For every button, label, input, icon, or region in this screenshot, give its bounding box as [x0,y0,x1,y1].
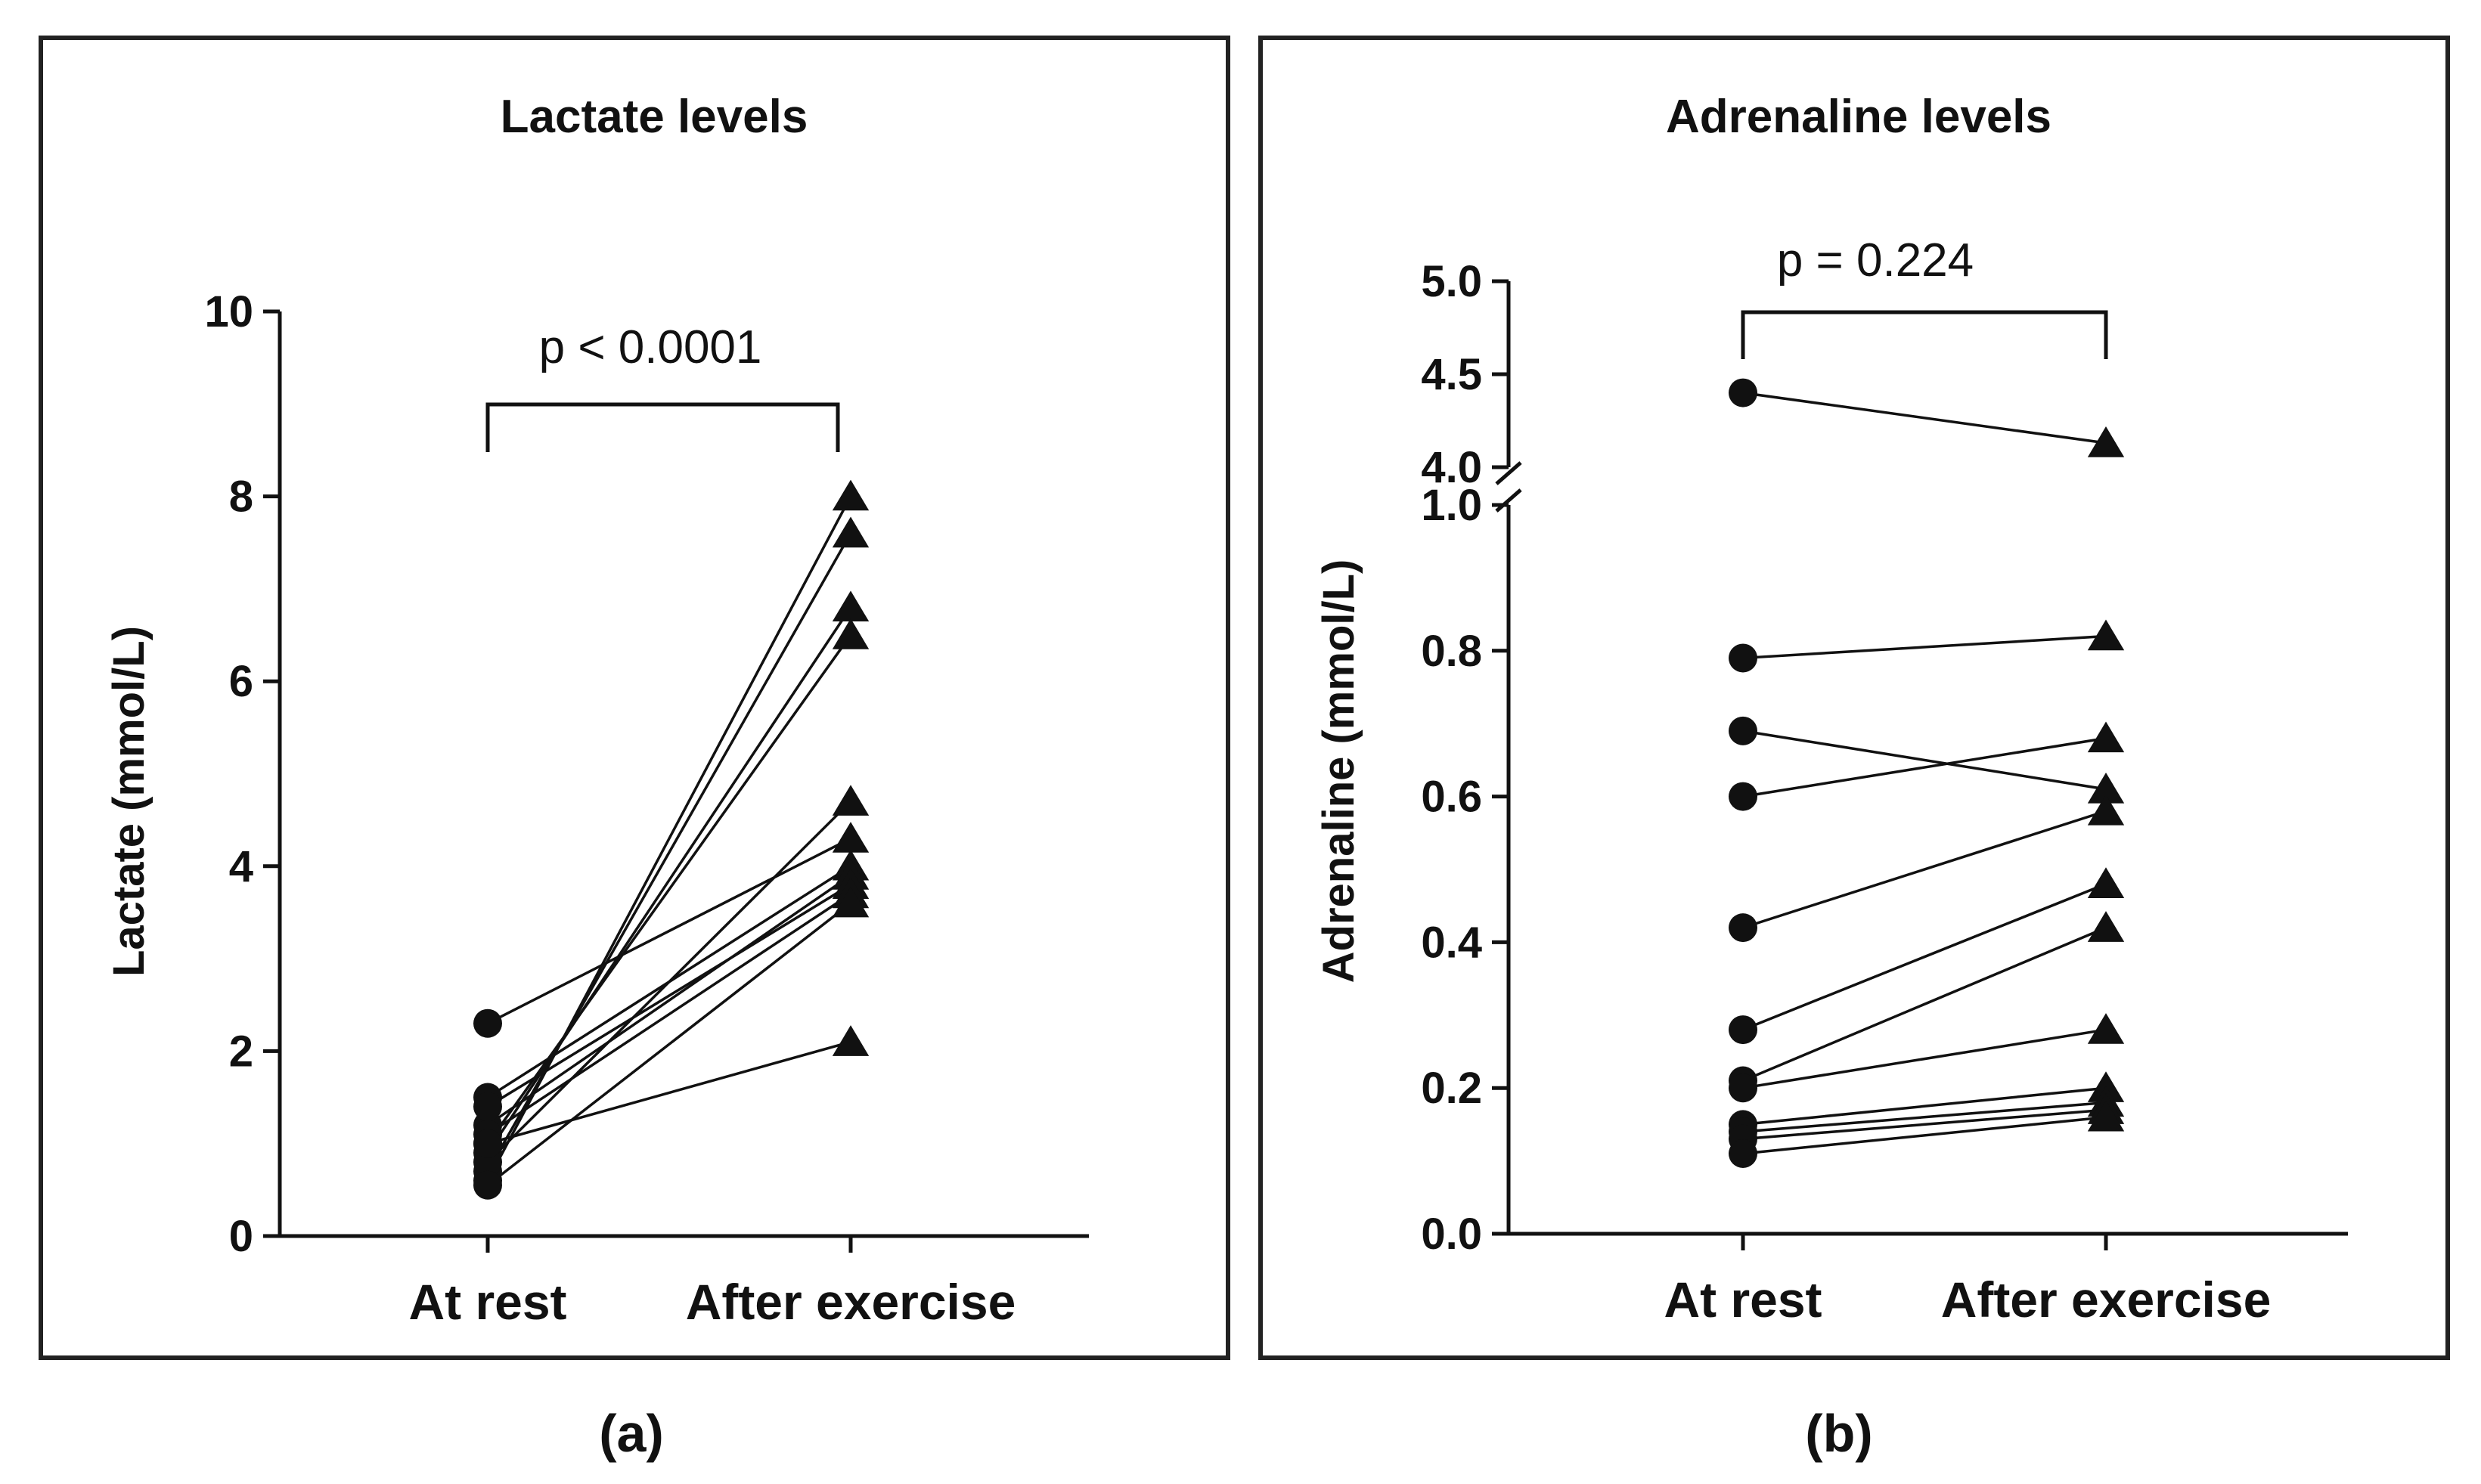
panel-b-x-tick-label: After exercise [1941,1272,2272,1328]
panel-b-point-after-exercise [2087,867,2125,898]
panel-b-y-tick-label: 0.8 [1421,627,1482,676]
panel-a-y-tick-label: 8 [229,472,253,522]
panel-b: Adrenaline levels Adrenaline (mmol/L) 0.… [1258,36,2450,1463]
panel-b-markers [1729,378,2125,1168]
panel-a-frame [39,36,1230,1360]
panel-a-series-line [486,606,852,1154]
panel-a-series-line [487,865,851,1099]
panel-b-y-tick-label: 5.0 [1421,257,1482,306]
panel-b-y-tick-label: 0.0 [1421,1210,1482,1259]
panel-a: Lactate levels Lactate (mmol/L) 0 2 4 6 8 10 A… [39,36,1230,1463]
panel-b-series-line [1742,810,2107,929]
panel-b-series-line [1742,634,2107,660]
panel-a-point-after-exercise [832,590,870,622]
panel-b-series-line [1742,736,2107,798]
panel-a-series-line [487,1040,851,1145]
panel-a-point-at-rest [473,1008,502,1038]
panel-a-point-after-exercise [832,785,870,816]
panel-b-series-line [1742,1108,2107,1141]
panel-b-point-after-exercise [2087,1013,2125,1044]
panel-a-series-line [486,902,852,1187]
panel-b-point-after-exercise [2087,794,2125,826]
panel-a-point-after-exercise [832,479,870,511]
panel-a-series-line [486,634,852,1145]
panel-b-point-at-rest [1729,782,1757,811]
panel-b-frame [1258,36,2450,1360]
panel-a-y-tick-label: 4 [229,842,253,891]
panel-a-point-after-exercise [832,1025,870,1056]
panel-b-y-tick-label: 0.4 [1421,918,1482,967]
panel-b-series-lines [1742,391,2107,1155]
panel-a-series-line [487,883,851,1108]
panel-a-x-tick-label: At rest [408,1274,566,1330]
panel-b-y-tick-label: 0.6 [1421,773,1482,822]
panel-b-series-line [1742,1086,2107,1126]
panel-b-point-at-rest [1729,1139,1757,1168]
panel-a-p-value: p < 0.0001 [539,321,762,373]
panel-a-point-at-rest [473,1170,502,1200]
panel-a-significance-bracket [485,402,840,452]
panel-b-point-at-rest [1729,1073,1757,1103]
panel-b-axis-break-mark [1495,488,1522,513]
panel-b-point-after-exercise [2087,426,2125,457]
panel-a-title: Lactate levels [501,91,808,143]
panel-a-point-after-exercise [832,516,870,548]
panel-b-series-line [1742,926,2107,1083]
panel-a-point-after-exercise [832,822,870,853]
panel-a-y-axis-label: Lactate (mmol/L) [104,626,154,977]
panel-b-caption: (b) [1805,1404,1872,1463]
panel-b-series-line [1742,1116,2107,1155]
panel-b-y-tick-label: 1.0 [1421,481,1482,530]
panel-b-point-at-rest [1729,643,1757,673]
panel-a-point-at-rest [473,1129,502,1158]
panel-b-series-line [1742,391,2107,445]
panel-b-series-line [1742,1028,2107,1089]
panel-b-axes: 0.0 0.2 0.4 0.6 0.8 1.04.0 4.5 5.0 At rest After … [1421,257,2348,1328]
panel-a-series-line [487,837,851,1025]
panel-b-axis-break-mark [1495,461,1522,485]
panel-b-series-line [1742,730,2107,791]
panel-b-title: Adrenaline levels [1666,91,2051,143]
panel-a-series-line [487,893,851,1135]
panel-b-point-at-rest [1729,716,1757,745]
panel-a-y-tick-label: 0 [229,1212,253,1261]
panel-b-point-after-exercise [2087,911,2125,942]
panel-b-significance-bracket [1741,310,2108,359]
panel-a-caption: (a) [599,1404,664,1463]
panel-b-point-at-rest [1729,1015,1757,1045]
panel-a-x-tick-label: After exercise [686,1274,1016,1330]
panel-b-point-after-exercise [2087,619,2125,651]
panel-a-point-after-exercise [832,618,870,649]
panel-b-y-tick-label: 4.0 [1421,443,1482,492]
panel-a-series-lines [486,495,852,1187]
panel-b-point-after-exercise [2087,721,2125,753]
panel-a-y-tick-label: 2 [229,1027,253,1076]
panel-b-p-value: p = 0.224 [1777,234,1974,287]
panel-b-y-tick-label: 4.5 [1421,350,1482,399]
panel-b-y-tick-label: 0.2 [1421,1064,1482,1113]
panel-b-point-at-rest [1729,378,1757,407]
panel-a-series-line [487,874,851,1126]
panel-a-markers [473,479,870,1200]
panel-b-point-after-exercise [2087,1100,2125,1132]
panel-b-series-line [1742,882,2107,1031]
panel-a-axes: 0 2 4 6 8 10 At rest After exercise [204,287,1089,1330]
panel-a-y-tick-label: 10 [204,287,253,336]
panel-a-series-line [486,532,852,1173]
panel-a-y-tick-label: 6 [229,657,253,706]
panel-b-y-axis-label: Adrenaline (mmol/L) [1314,559,1363,984]
panel-b-point-after-exercise [2087,772,2125,804]
panel-b-series-line [1742,1101,2107,1133]
panel-a-point-after-exercise [832,886,870,918]
panel-b-x-tick-label: At rest [1664,1272,1822,1328]
panel-a-point-at-rest [473,1092,502,1121]
panel-b-point-at-rest [1729,913,1757,943]
